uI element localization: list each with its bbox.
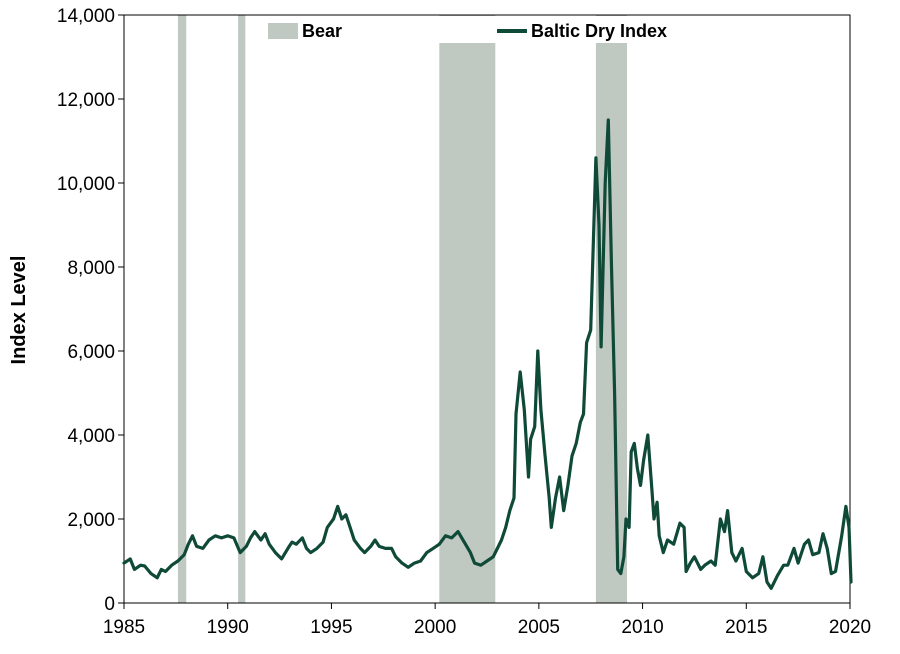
legend-bdi-label: Baltic Dry Index: [531, 21, 667, 41]
legend: Bear Baltic Dry Index: [260, 16, 710, 43]
y-tick-label: 6,000: [67, 342, 115, 363]
x-tick-label: 2015: [725, 617, 767, 638]
x-tick-label: 1985: [103, 617, 145, 638]
y-tick-label: 10,000: [57, 174, 115, 195]
x-tick-label: 1990: [207, 617, 249, 638]
y-tick-label: 14,000: [57, 6, 115, 27]
y-tick-label: 4,000: [67, 426, 115, 447]
y-axis-title: Index Level: [8, 256, 30, 365]
series-layer: [122, 118, 853, 590]
legend-bear-label: Bear: [302, 21, 342, 41]
x-tick-label: 1995: [310, 617, 352, 638]
legend-background: [260, 16, 710, 43]
y-tick-label: 12,000: [57, 90, 115, 111]
baltic-dry-index-line: [122, 118, 853, 590]
x-tick-label: 2000: [414, 617, 456, 638]
y-tick-label: 2,000: [67, 510, 115, 531]
x-axis-ticks: 1985 1990 1995 2000 2005 2010 2015 2020: [103, 603, 871, 638]
bear-period-1: [177, 15, 187, 603]
y-tick-label: 8,000: [67, 258, 115, 279]
y-tick-label: 0: [104, 594, 115, 615]
bear-shading-layer: [177, 15, 628, 603]
y-axis-ticks: 0 2,000 4,000 6,000 8,000 10,000 12,000 14,000: [57, 6, 124, 615]
axes: [123, 14, 851, 604]
x-tick-label: 2005: [518, 617, 560, 638]
bear-period-2: [238, 15, 246, 603]
x-tick-label: 2010: [621, 617, 663, 638]
bear-period-3: [439, 15, 496, 603]
x-tick-label: 2020: [829, 617, 871, 638]
legend-bear-swatch: [268, 23, 298, 39]
plot-frame: [123, 14, 851, 604]
